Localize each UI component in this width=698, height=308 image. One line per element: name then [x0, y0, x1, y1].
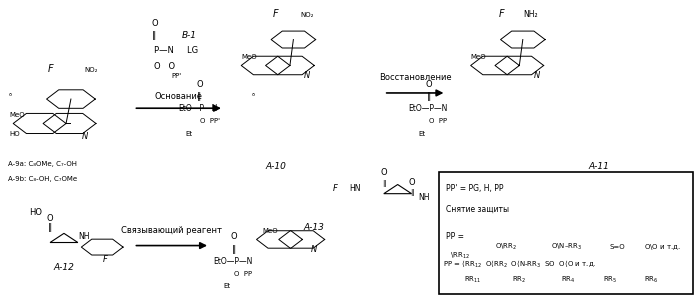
- Text: MeO: MeO: [262, 228, 278, 234]
- Text: EtO—P—N: EtO—P—N: [179, 104, 218, 113]
- Text: NH: NH: [419, 193, 430, 202]
- Text: O: O: [231, 233, 237, 241]
- Text: Et: Et: [186, 131, 193, 137]
- Text: ‖: ‖: [410, 189, 413, 196]
- Text: A-12: A-12: [54, 263, 75, 272]
- Text: HO: HO: [10, 131, 20, 137]
- Text: A-10: A-10: [265, 162, 286, 171]
- Text: O: O: [196, 80, 203, 89]
- Text: Основание: Основание: [155, 91, 202, 100]
- Text: ‖: ‖: [198, 92, 202, 101]
- Text: N: N: [311, 245, 318, 254]
- Text: N: N: [304, 71, 311, 80]
- Text: ⁶: ⁶: [252, 94, 255, 100]
- Text: HO: HO: [29, 208, 42, 217]
- Text: MeO: MeO: [242, 55, 257, 60]
- Text: O$\backslash$RR$_2$: O$\backslash$RR$_2$: [495, 241, 517, 252]
- Text: O   O: O O: [154, 62, 175, 71]
- Text: A-11: A-11: [589, 162, 610, 171]
- Text: EtO—P—N: EtO—P—N: [214, 257, 253, 266]
- Text: HN: HN: [349, 184, 360, 192]
- Text: F: F: [333, 184, 338, 192]
- Text: O: O: [408, 177, 415, 187]
- Text: ‖: ‖: [48, 223, 52, 232]
- Text: F: F: [273, 9, 279, 19]
- Text: RR$_2$: RR$_2$: [512, 275, 527, 286]
- Text: Et: Et: [419, 131, 426, 137]
- Text: PP' = PG, H, PP: PP' = PG, H, PP: [446, 184, 504, 192]
- Text: O: O: [47, 214, 53, 223]
- Text: NO₂: NO₂: [85, 67, 98, 73]
- Text: RR$_5$: RR$_5$: [603, 275, 617, 286]
- Text: N: N: [82, 132, 88, 141]
- Text: NH: NH: [78, 233, 89, 241]
- Text: S=O: S=O: [610, 244, 625, 249]
- Text: NH₂: NH₂: [523, 10, 537, 19]
- Text: F: F: [103, 255, 108, 264]
- Text: A-13: A-13: [304, 223, 325, 232]
- Text: O  PP: O PP: [235, 271, 253, 277]
- Text: Et: Et: [224, 283, 231, 289]
- Text: P—N     LG: P—N LG: [154, 46, 198, 55]
- Text: RR$_6$: RR$_6$: [644, 275, 659, 286]
- Text: ‖: ‖: [426, 92, 431, 101]
- Text: EtO—P—N: EtO—P—N: [408, 104, 447, 113]
- Text: NO₂: NO₂: [300, 12, 314, 18]
- Text: F: F: [465, 208, 470, 217]
- Text: A-9b: C₈-OH, C₇OMe: A-9b: C₈-OH, C₇OMe: [8, 176, 77, 182]
- Text: ⁶: ⁶: [8, 94, 11, 100]
- Text: F: F: [47, 63, 53, 74]
- Text: N: N: [533, 71, 540, 80]
- Text: O: O: [151, 19, 158, 28]
- Text: ‖: ‖: [232, 245, 237, 254]
- Text: RR$_{11}$: RR$_{11}$: [463, 275, 481, 286]
- Text: O$\backslash$O и т.д.: O$\backslash$O и т.д.: [644, 241, 681, 252]
- Text: ‖: ‖: [382, 180, 385, 187]
- Text: MeO: MeO: [10, 112, 25, 118]
- Text: O  PP: O PP: [429, 119, 447, 124]
- Text: Восстановление: Восстановление: [379, 73, 452, 82]
- Text: PP': PP': [172, 73, 182, 79]
- Text: O: O: [380, 168, 387, 177]
- Text: PP = $\langle$RR$_{12}$  O$\langle$RR$_2$  O$\langle$N-RR$_3$  S$\dot{}$O  O$\la: PP = $\langle$RR$_{12}$ O$\langle$RR$_2$…: [443, 259, 596, 270]
- Text: O  PP': O PP': [200, 119, 220, 124]
- Text: O$\backslash$N–RR$_3$: O$\backslash$N–RR$_3$: [551, 241, 581, 252]
- Text: $\backslash$RR$_{12}$: $\backslash$RR$_{12}$: [446, 251, 470, 261]
- Text: Снятие защиты: Снятие защиты: [446, 205, 510, 214]
- Text: F: F: [499, 9, 505, 19]
- Text: A-9a: C₈OMe, C₇-OH: A-9a: C₈OMe, C₇-OH: [8, 161, 77, 167]
- Text: O: O: [426, 80, 432, 89]
- Text: B-1: B-1: [181, 31, 197, 40]
- Text: MeO: MeO: [470, 55, 487, 60]
- Bar: [439, 172, 693, 294]
- Text: RR$_4$: RR$_4$: [561, 275, 576, 286]
- Text: Связывающий реагент: Связывающий реагент: [121, 226, 222, 235]
- Text: ‖: ‖: [152, 31, 156, 40]
- Text: PP =: PP =: [446, 233, 464, 241]
